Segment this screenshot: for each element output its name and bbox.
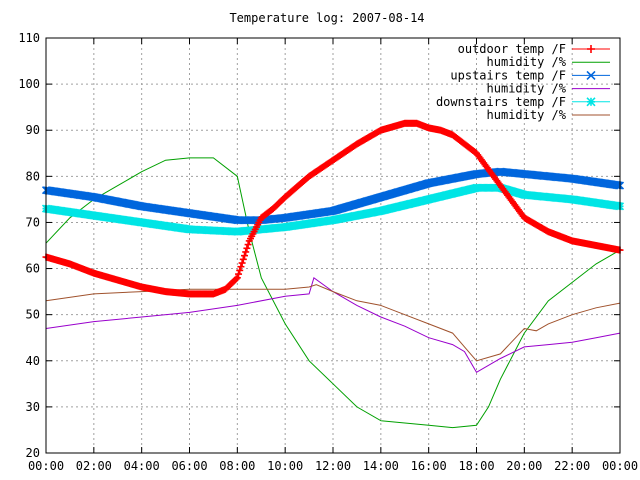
series-line <box>45 157 621 429</box>
y-tick-label: 90 <box>26 123 40 137</box>
legend-entry-label: downstairs temp /F <box>436 95 566 109</box>
series-line <box>45 276 621 373</box>
series-2 <box>45 157 621 429</box>
x-tick-label: 02:00 <box>76 459 112 473</box>
y-tick-label: 20 <box>26 446 40 460</box>
series-3 <box>41 167 625 225</box>
series-point <box>586 70 596 80</box>
x-tick-label: 20:00 <box>506 459 542 473</box>
x-tick-label: 00:00 <box>28 459 64 473</box>
x-tick-label: 00:00 <box>602 459 638 473</box>
x-tick-label: 08:00 <box>219 459 255 473</box>
tick-labels: 20 30 40 50 60 70 80 90 100 110 00:00 02:00 04:00 06:… <box>18 31 638 473</box>
x-tick-label: 06:00 <box>171 459 207 473</box>
x-tick-label: 22:00 <box>554 459 590 473</box>
y-tick-label: 40 <box>26 354 40 368</box>
series-layer <box>41 119 625 429</box>
legend-entry-label: humidity /% <box>487 82 567 96</box>
series-5 <box>41 183 625 236</box>
series-4 <box>45 276 621 373</box>
series-1 <box>42 119 624 298</box>
legend-entry-label: outdoor temp /F <box>458 42 566 56</box>
y-tick-label: 60 <box>26 262 40 276</box>
legend-entry-label: humidity /% <box>487 108 567 122</box>
legend-entry-label: humidity /% <box>487 55 567 69</box>
y-tick-label: 70 <box>26 215 40 229</box>
y-tick-label: 80 <box>26 169 40 183</box>
x-tick-label: 18:00 <box>458 459 494 473</box>
x-tick-label: 10:00 <box>267 459 303 473</box>
series-point <box>586 97 596 107</box>
y-tick-label: 50 <box>26 308 40 322</box>
y-tick-label: 30 <box>26 400 40 414</box>
y-tick-label: 100 <box>18 77 40 91</box>
y-tick-label: 110 <box>18 31 40 45</box>
chart-title: Temperature log: 2007-08-14 <box>229 11 424 25</box>
x-tick-label: 12:00 <box>315 459 351 473</box>
x-tick-label: 04:00 <box>124 459 160 473</box>
x-tick-label: 14:00 <box>363 459 399 473</box>
legend-entry-label: upstairs temp /F <box>450 68 566 82</box>
x-tick-label: 16:00 <box>411 459 447 473</box>
grid <box>46 38 620 453</box>
